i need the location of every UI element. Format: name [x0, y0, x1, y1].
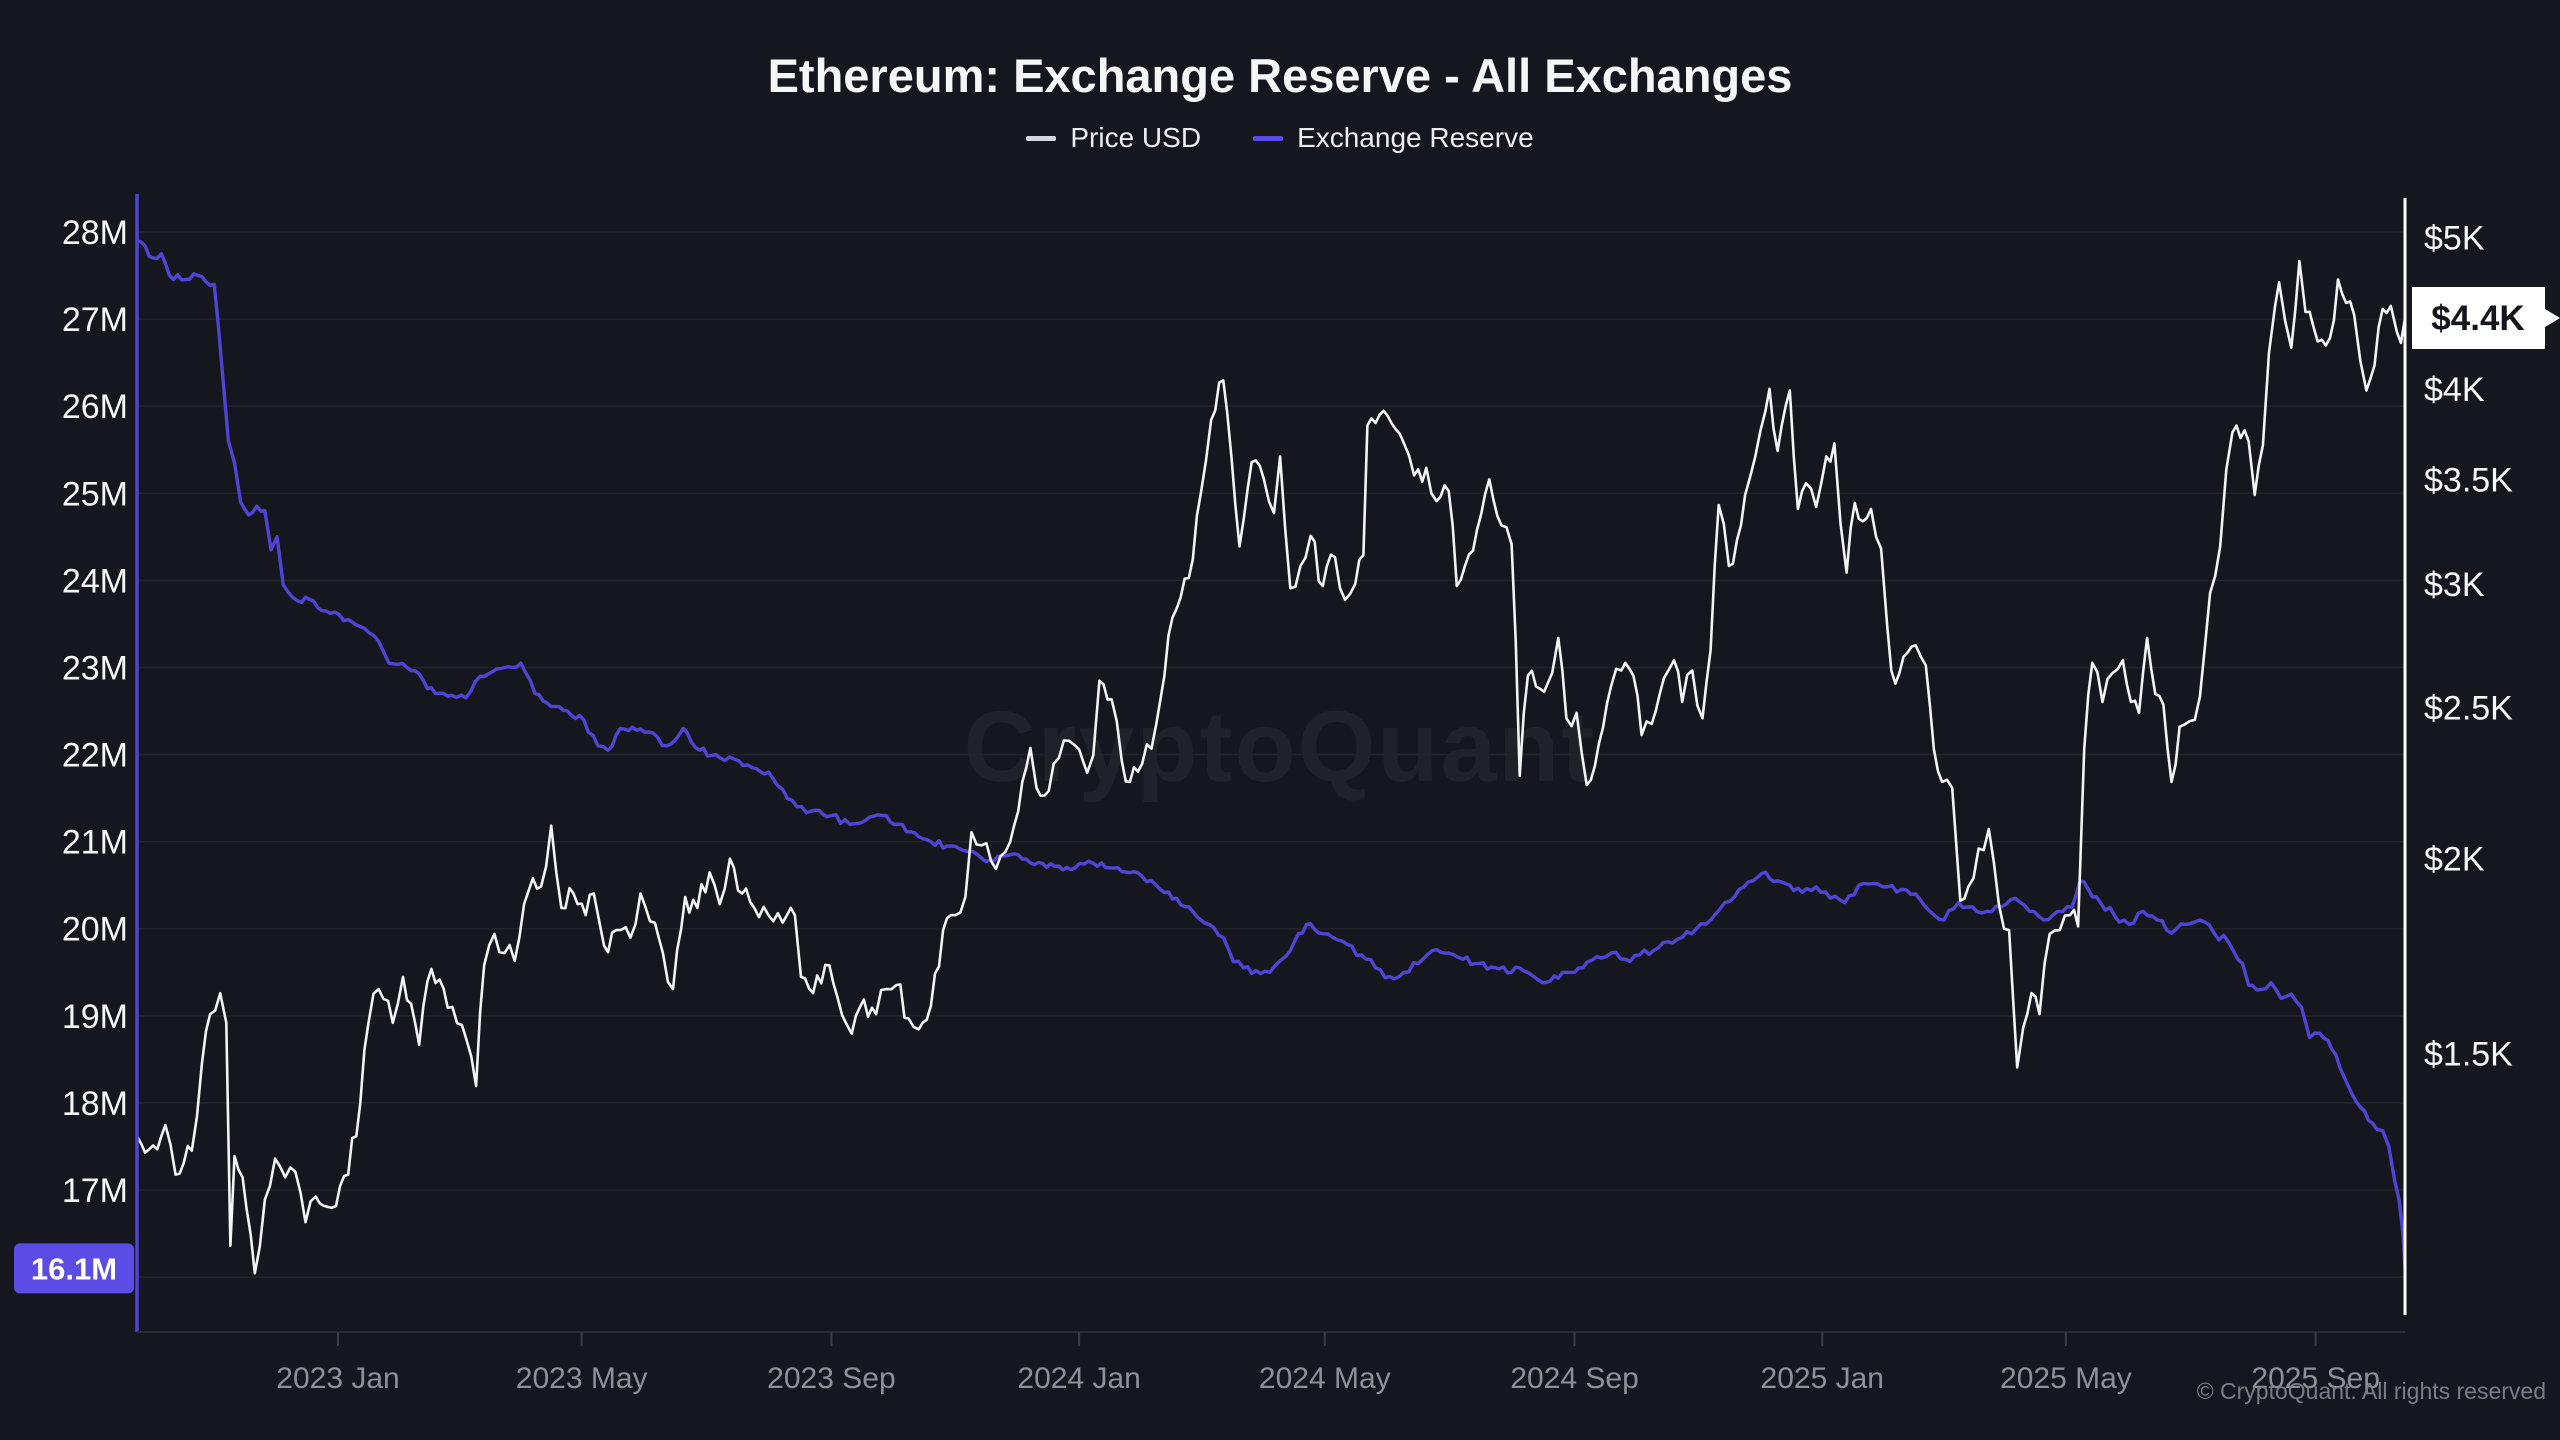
- x-tick-label: 2023 May: [516, 1362, 648, 1395]
- reserve-series-swatch-icon: [1253, 135, 1284, 141]
- x-tick-label: 2024 Jan: [1017, 1362, 1140, 1395]
- y-tick-label-left: 23M: [62, 649, 128, 687]
- y-tick-label-left: 21M: [62, 824, 128, 862]
- y-tick-label-left: 24M: [62, 562, 128, 600]
- x-tick-label: 2023 Sep: [767, 1362, 895, 1395]
- x-tick-label: 2023 Jan: [276, 1362, 399, 1395]
- legend-item-exchange-reserve[interactable]: Exchange Reserve: [1253, 122, 1534, 154]
- legend-item-price-usd[interactable]: Price USD: [1026, 122, 1201, 154]
- x-tick-label: 2024 Sep: [1510, 1362, 1638, 1395]
- legend-label-price-usd: Price USD: [1070, 122, 1202, 153]
- reserve-value-badge: [14, 1243, 134, 1294]
- y-tick-label-right: $4K: [2424, 371, 2485, 409]
- y-tick-label-left: 26M: [62, 388, 128, 426]
- price-value-badge: [2412, 287, 2560, 350]
- y-tick-label-left: 18M: [62, 1085, 128, 1123]
- reserve-line: [135, 239, 2407, 1271]
- legend-label-exchange-reserve: Exchange Reserve: [1297, 122, 1534, 153]
- y-tick-label-right: $3K: [2424, 566, 2485, 604]
- y-tick-label-right: $1.5K: [2424, 1036, 2513, 1074]
- y-tick-label-right: $2.5K: [2424, 689, 2513, 727]
- price-series-swatch-icon: [1026, 135, 1057, 141]
- legend: Price USD Exchange Reserve: [0, 122, 2560, 154]
- y-tick-label-left: 19M: [62, 998, 128, 1036]
- y-tick-label-right: $2K: [2424, 841, 2485, 879]
- x-tick-label: 2025 Sep: [2251, 1362, 2379, 1395]
- y-tick-label-left: 20M: [62, 911, 128, 949]
- y-tick-label-right: $5K: [2424, 220, 2485, 258]
- x-tick-label: 2024 May: [1259, 1362, 1391, 1395]
- y-tick-label-right: $3.5K: [2424, 461, 2513, 499]
- page-title: Ethereum: Exchange Reserve - All Exchang…: [767, 49, 1793, 102]
- x-tick-label: 2025 May: [2000, 1362, 2132, 1395]
- watermark: CryptoQuant: [963, 691, 1597, 803]
- y-tick-label-left: 17M: [62, 1172, 128, 1210]
- copyright-notice: © CryptoQuant. All rights reserved: [2196, 1378, 2546, 1404]
- y-tick-label-left: 28M: [62, 214, 128, 252]
- price-value-badge-label: $4.4K: [2431, 299, 2524, 338]
- y-tick-label-left: 27M: [62, 301, 128, 339]
- y-tick-label-left: 22M: [62, 737, 128, 775]
- y-tick-label-left: 25M: [62, 475, 128, 513]
- reserve-value-badge-label: 16.1M: [31, 1251, 117, 1286]
- x-tick-label: 2025 Jan: [1761, 1362, 1884, 1395]
- price-line: [135, 259, 2407, 1275]
